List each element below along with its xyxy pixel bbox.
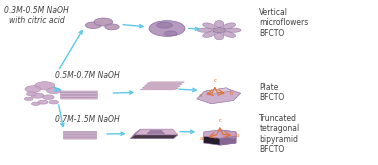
Text: b: b [229, 91, 233, 96]
Polygon shape [220, 130, 236, 139]
Polygon shape [204, 130, 236, 138]
Ellipse shape [31, 93, 44, 98]
Ellipse shape [214, 33, 224, 40]
Polygon shape [204, 136, 236, 145]
Polygon shape [135, 129, 178, 135]
Ellipse shape [38, 100, 48, 104]
Text: b: b [235, 133, 239, 138]
Polygon shape [140, 88, 178, 90]
FancyBboxPatch shape [60, 98, 97, 99]
Ellipse shape [223, 23, 235, 29]
FancyBboxPatch shape [64, 134, 96, 136]
Text: 0.3M-0.5M NaOH
with citric acid: 0.3M-0.5M NaOH with citric acid [4, 6, 69, 25]
Ellipse shape [85, 22, 101, 29]
Ellipse shape [214, 20, 224, 27]
FancyBboxPatch shape [60, 94, 97, 96]
Polygon shape [130, 129, 140, 139]
Ellipse shape [94, 18, 113, 26]
Ellipse shape [26, 92, 37, 96]
FancyBboxPatch shape [64, 133, 96, 134]
FancyBboxPatch shape [60, 93, 97, 94]
Ellipse shape [203, 23, 215, 29]
Text: a: a [200, 136, 203, 141]
FancyBboxPatch shape [64, 138, 96, 139]
Text: Plate
BFCTO: Plate BFCTO [259, 83, 285, 102]
Polygon shape [206, 88, 232, 94]
Ellipse shape [197, 28, 212, 32]
Ellipse shape [149, 21, 185, 36]
Polygon shape [143, 86, 180, 88]
Ellipse shape [203, 32, 215, 37]
Ellipse shape [226, 28, 241, 32]
Ellipse shape [156, 22, 172, 28]
Text: c: c [218, 118, 222, 123]
Text: Truncated
tetragonal
bipyramid
BFCTO: Truncated tetragonal bipyramid BFCTO [259, 114, 300, 154]
Ellipse shape [24, 97, 33, 100]
Polygon shape [220, 136, 236, 145]
FancyBboxPatch shape [60, 91, 97, 92]
FancyBboxPatch shape [64, 136, 96, 137]
Polygon shape [147, 82, 184, 83]
Ellipse shape [105, 24, 119, 30]
Polygon shape [147, 130, 165, 134]
Text: c: c [213, 78, 216, 82]
Ellipse shape [46, 88, 61, 94]
Ellipse shape [223, 32, 235, 37]
Ellipse shape [25, 86, 41, 92]
Ellipse shape [43, 95, 54, 99]
Text: 0.7M-1.5M NaOH: 0.7M-1.5M NaOH [55, 115, 119, 124]
Polygon shape [130, 135, 178, 139]
Text: a: a [198, 93, 202, 98]
Polygon shape [197, 88, 241, 104]
Ellipse shape [49, 100, 59, 104]
Ellipse shape [35, 82, 55, 90]
Text: 0.5M-0.7M NaOH: 0.5M-0.7M NaOH [55, 71, 119, 80]
Polygon shape [144, 84, 182, 86]
Text: Vertical
microflowers
BFCTO: Vertical microflowers BFCTO [259, 8, 309, 38]
FancyBboxPatch shape [64, 131, 96, 132]
FancyBboxPatch shape [60, 96, 97, 97]
Ellipse shape [164, 31, 177, 36]
Ellipse shape [31, 102, 40, 105]
Ellipse shape [213, 28, 226, 33]
